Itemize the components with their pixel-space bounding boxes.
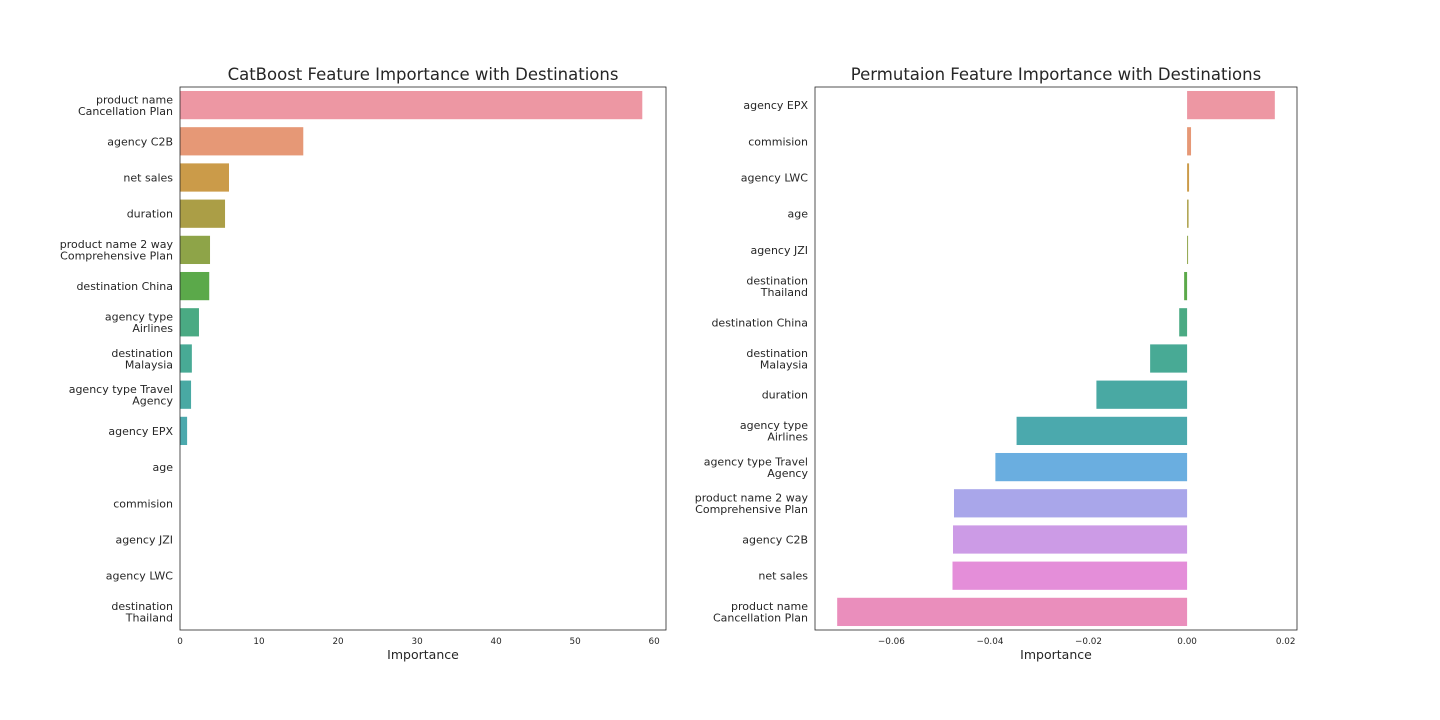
x-tick-label: 0.02 bbox=[1276, 637, 1296, 647]
x-tick-label: 0.00 bbox=[1177, 637, 1197, 647]
x-tick-label: 10 bbox=[253, 637, 265, 647]
bar bbox=[1187, 127, 1192, 156]
category-label: destination Thailand bbox=[111, 600, 173, 625]
x-tick-label: 60 bbox=[649, 637, 661, 647]
category-label: agency type Airlines bbox=[105, 311, 173, 336]
x-tick-label: 0 bbox=[177, 637, 183, 647]
bar bbox=[1179, 308, 1188, 337]
chart-title: CatBoost Feature Importance with Destina… bbox=[228, 65, 619, 84]
category-label: product name Cancellation Plan bbox=[78, 93, 173, 118]
bar bbox=[1184, 271, 1188, 301]
category-label: agency EPX bbox=[108, 425, 173, 438]
x-tick-label: 50 bbox=[570, 637, 582, 647]
catboost-importance-chart: CatBoost Feature Importance with Destina… bbox=[60, 65, 667, 662]
bar bbox=[1150, 344, 1188, 373]
category-label: agency EPX bbox=[743, 99, 808, 112]
category-label: agency type Travel Agency bbox=[704, 455, 809, 480]
axes-frame bbox=[814, 86, 1298, 631]
category-label: commision bbox=[748, 135, 808, 148]
category-label: net sales bbox=[758, 570, 808, 583]
category-label: agency JZI bbox=[115, 534, 173, 547]
x-tick-label: 40 bbox=[490, 637, 502, 647]
category-label: duration bbox=[127, 208, 173, 221]
category-label: destination China bbox=[76, 280, 173, 293]
bar bbox=[180, 127, 304, 156]
x-tick-label: 30 bbox=[411, 637, 423, 647]
bar bbox=[180, 163, 229, 192]
category-label: product name 2 way Comprehensive Plan bbox=[60, 238, 174, 263]
category-label: agency LWC bbox=[741, 172, 809, 185]
bar bbox=[1187, 199, 1189, 228]
category-label: agency C2B bbox=[742, 534, 808, 547]
category-label: agency JZI bbox=[750, 244, 808, 257]
category-label: agency C2B bbox=[107, 135, 173, 148]
x-tick-label: −0.06 bbox=[878, 637, 905, 647]
category-label: duration bbox=[762, 389, 808, 402]
bar bbox=[180, 308, 199, 337]
bar bbox=[180, 271, 210, 301]
category-label: age bbox=[153, 461, 174, 474]
bar bbox=[180, 380, 192, 409]
category-label: destination Thailand bbox=[746, 274, 808, 299]
bar bbox=[180, 235, 211, 265]
category-label: destination Malaysia bbox=[111, 347, 173, 372]
bar bbox=[180, 199, 226, 228]
bar bbox=[952, 525, 1188, 554]
axes-frame bbox=[179, 86, 667, 631]
bar bbox=[180, 90, 643, 120]
bar bbox=[953, 489, 1188, 518]
x-tick-label: −0.04 bbox=[976, 637, 1003, 647]
category-label: destination Malaysia bbox=[746, 347, 808, 372]
permutation-importance-chart: Permutaion Feature Importance with Desti… bbox=[695, 65, 1298, 662]
category-label: net sales bbox=[123, 172, 173, 185]
category-label: destination China bbox=[711, 316, 808, 329]
bar bbox=[1187, 163, 1190, 192]
x-axis-label: Importance bbox=[387, 647, 459, 662]
x-tick-label: 20 bbox=[332, 637, 344, 647]
category-label: agency LWC bbox=[106, 570, 174, 583]
bar bbox=[995, 452, 1188, 482]
bar bbox=[180, 344, 192, 373]
category-label: product name Cancellation Plan bbox=[713, 600, 808, 625]
bar bbox=[1016, 416, 1188, 446]
bar bbox=[1187, 235, 1189, 265]
bar bbox=[952, 561, 1188, 590]
x-axis-label: Importance bbox=[1020, 647, 1092, 662]
bar bbox=[1187, 90, 1275, 120]
bar bbox=[837, 597, 1188, 627]
bar bbox=[1096, 380, 1188, 409]
category-label: agency type Travel Agency bbox=[69, 383, 174, 408]
category-label: agency type Airlines bbox=[740, 419, 808, 444]
category-label: age bbox=[788, 208, 809, 221]
bar bbox=[180, 416, 188, 446]
category-label: commision bbox=[113, 497, 173, 510]
x-tick-label: −0.02 bbox=[1075, 637, 1102, 647]
chart-title: Permutaion Feature Importance with Desti… bbox=[851, 65, 1261, 84]
category-label: product name 2 way Comprehensive Plan bbox=[695, 492, 809, 517]
